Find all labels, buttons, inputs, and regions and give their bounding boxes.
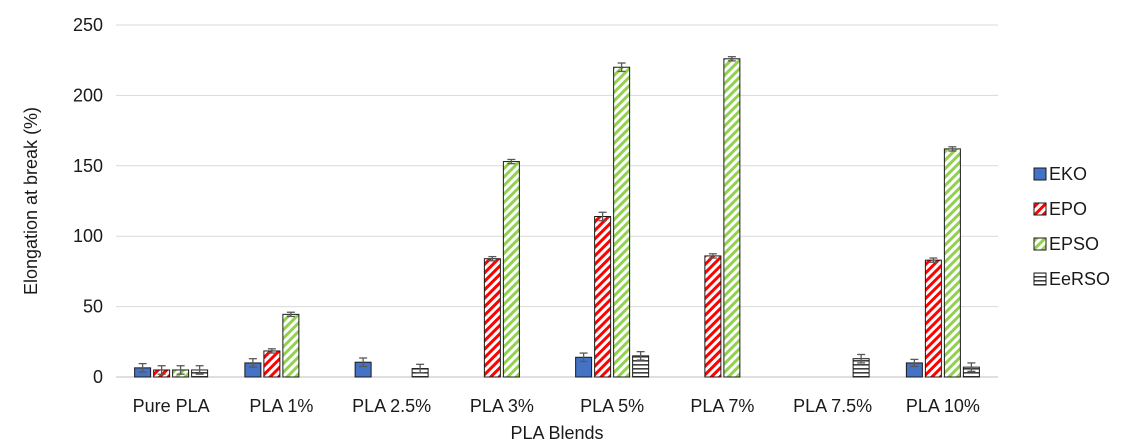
- legend-label-epo: EPO: [1049, 199, 1087, 219]
- y-tick-label: 0: [93, 367, 103, 387]
- legend-swatch-eko: [1033, 167, 1047, 181]
- bar-epso-pla-5: [613, 66, 631, 378]
- y-axis-title: Elongation at break (%): [21, 107, 41, 295]
- x-tick-label: PLA 5%: [580, 396, 644, 416]
- x-tick-label: PLA 7%: [690, 396, 754, 416]
- bar-epo-pla-1: [263, 350, 281, 378]
- x-tick-label: PLA 1%: [249, 396, 313, 416]
- y-tick-label: 150: [73, 156, 103, 176]
- bar-epso-pla-1: [282, 313, 300, 378]
- legend-swatch-epso: [1033, 237, 1047, 251]
- x-tick-label: Pure PLA: [133, 396, 210, 416]
- bar-epo-pla-5: [594, 215, 612, 378]
- x-tick-label: PLA 3%: [470, 396, 534, 416]
- x-axis-title: PLA Blends: [510, 423, 603, 443]
- legend: EKO EPO EPSO EeRSO: [1033, 164, 1110, 289]
- error-bars: [138, 56, 976, 375]
- bar-epo-pla-3: [483, 258, 501, 378]
- x-tick-label: PLA 2.5%: [352, 396, 431, 416]
- legend-label-epso: EPSO: [1049, 234, 1099, 254]
- y-tick-label: 250: [73, 15, 103, 35]
- y-tick-label: 50: [83, 297, 103, 317]
- y-tick-label: 100: [73, 226, 103, 246]
- bars: [134, 58, 980, 378]
- x-tick-label: PLA 10%: [906, 396, 980, 416]
- bar-epo-pla-7: [704, 255, 722, 378]
- bar-epo-pla-10: [924, 259, 942, 378]
- legend-swatch-epo: [1033, 202, 1047, 216]
- legend-swatch-eerso: [1033, 272, 1047, 286]
- legend-label-eerso: EeRSO: [1049, 269, 1110, 289]
- gridlines: [116, 24, 998, 378]
- bar-epso-pla-3: [502, 161, 520, 378]
- x-tick-label: PLA 7.5%: [793, 396, 872, 416]
- bar-epso-pla-10: [943, 148, 961, 378]
- bar-epso-pla-7: [723, 58, 741, 378]
- legend-label-eko: EKO: [1049, 164, 1087, 184]
- axes: 0 50 100 150 200 250 Pure PLA PLA 1% PLA 2.5% PLA…: [21, 15, 980, 443]
- y-tick-label: 200: [73, 85, 103, 105]
